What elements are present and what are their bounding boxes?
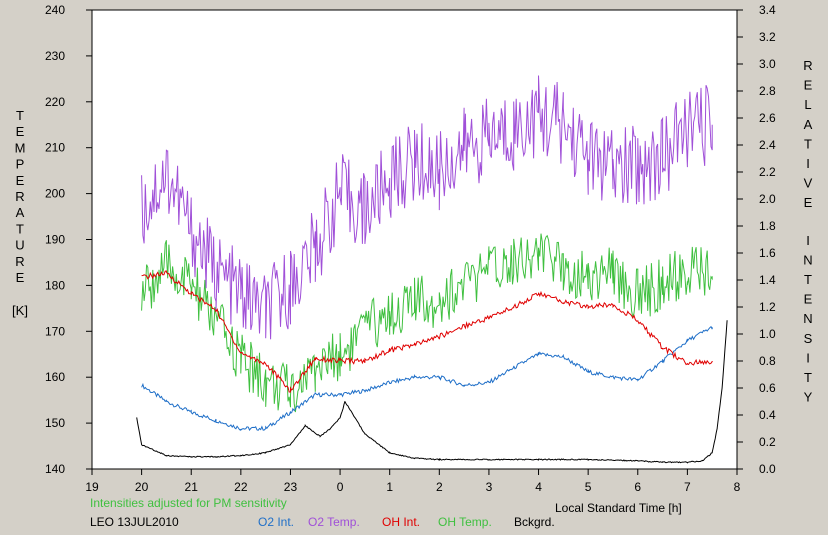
station-label: LEO 13JUL2010 — [90, 515, 179, 529]
x-tick-label: 5 — [585, 480, 592, 494]
axis-title-letter: E — [16, 124, 25, 139]
x-tick-label: 22 — [234, 480, 248, 494]
x-tick-label: 8 — [734, 480, 741, 494]
axis-title-letter: T — [804, 272, 812, 287]
axis-title-letter: R — [803, 58, 812, 73]
axis-title-letter: E — [804, 195, 813, 210]
y-right-tick-label: 1.6 — [759, 246, 776, 260]
axis-title-letter: T — [804, 370, 812, 385]
axis-title-letter: E — [804, 292, 813, 307]
axis-title-letter: Y — [804, 390, 813, 405]
axis-title-letter: N — [803, 311, 812, 326]
series-o2-temp — [141, 75, 713, 340]
axis-title-letter: E — [16, 270, 25, 285]
y-right-tick-label: 0.0 — [759, 462, 776, 476]
x-tick-label: 1 — [386, 480, 393, 494]
chart-note: Intensities adjusted for PM sensitivity — [90, 496, 287, 510]
y-left-tick-label: 210 — [45, 141, 65, 155]
x-tick-label: 20 — [135, 480, 149, 494]
y-left-tick-label: 190 — [45, 233, 65, 247]
y-left-tick-label: 170 — [45, 324, 65, 338]
axis-title-letter: S — [804, 331, 813, 346]
axis-title-letter: T — [804, 136, 812, 151]
axis-title-letter: L — [804, 97, 811, 112]
y-right-tick-label: 0.4 — [759, 408, 776, 422]
axis-title-letter: R — [15, 189, 24, 204]
x-tick-label: 3 — [486, 480, 493, 494]
axis-title-letter: T — [16, 108, 24, 123]
y-right-tick-label: 1.8 — [759, 219, 776, 233]
legend-o2-temp: O2 Temp. — [308, 515, 360, 529]
axis-title-letter: I — [806, 233, 810, 248]
series-oh-int — [141, 270, 713, 393]
y-left-tick-label: 200 — [45, 187, 65, 201]
axis-ticks: 19 20 21 22 23 0 1 2 3 4 5 6 7 8140150160170180190200… — [45, 3, 776, 494]
axis-title-letter: T — [16, 221, 24, 236]
axis-title-letter: P — [16, 157, 25, 172]
legend-bckgrd: Bckgrd. — [514, 515, 555, 529]
axis-title-letter: E — [804, 78, 813, 93]
y-right-tick-label: 1.4 — [759, 273, 776, 287]
y-right-tick-label: 3.2 — [759, 30, 776, 44]
x-tick-label: 4 — [535, 480, 542, 494]
axis-title-letter: I — [806, 350, 810, 365]
axis-title-letter: A — [16, 205, 25, 220]
axis-title-letter: I — [806, 156, 810, 171]
legend-oh-int: OH Int. — [382, 515, 421, 529]
axis-title-letter: U — [15, 238, 24, 253]
y-right-tick-label: 2.8 — [759, 84, 776, 98]
x-tick-label: 19 — [85, 480, 99, 494]
y-right-tick-label: 0.8 — [759, 354, 776, 368]
x-tick-label: 23 — [284, 480, 298, 494]
x-tick-label: 21 — [185, 480, 199, 494]
y-left-tick-label: 140 — [45, 462, 65, 476]
axis-title-letter: A — [804, 117, 813, 132]
y-right-tick-label: 1.2 — [759, 300, 776, 314]
y-right-tick-label: 1.0 — [759, 327, 776, 341]
y-right-tick-label: 2.6 — [759, 111, 776, 125]
y-axis-left-unit: [K] — [12, 303, 28, 318]
y-left-tick-label: 180 — [45, 278, 65, 292]
y-left-tick-label: 150 — [45, 416, 65, 430]
y-left-tick-label: 240 — [45, 3, 65, 17]
axis-title-letter: V — [804, 176, 813, 191]
x-tick-label: 0 — [337, 480, 344, 494]
series-layer — [136, 75, 728, 464]
series-bckgrd — [136, 320, 728, 464]
legend-oh-temp: OH Temp. — [438, 515, 492, 529]
y-left-tick-label: 220 — [45, 95, 65, 109]
y-right-tick-label: 2.0 — [759, 192, 776, 206]
x-axis-title: Local Standard Time [h] — [555, 501, 682, 515]
y-right-tick-label: 3.4 — [759, 3, 776, 17]
y-left-tick-label: 230 — [45, 49, 65, 63]
y-right-tick-label: 3.0 — [759, 57, 776, 71]
y-right-tick-label: 0.6 — [759, 381, 776, 395]
series-o2-int — [141, 325, 713, 432]
x-tick-label: 7 — [684, 480, 691, 494]
y-right-tick-label: 2.2 — [759, 165, 776, 179]
legend-o2-int: O2 Int. — [258, 515, 295, 529]
x-tick-label: 2 — [436, 480, 443, 494]
axis-title-letter: M — [15, 140, 26, 155]
x-tick-label: 6 — [634, 480, 641, 494]
y-left-tick-label: 160 — [45, 370, 65, 384]
axis-title-letter: N — [803, 252, 812, 267]
y-right-tick-label: 0.2 — [759, 435, 776, 449]
axis-title-letter: E — [16, 173, 25, 188]
axis-title-letter: R — [15, 254, 24, 269]
series-oh-temp — [141, 233, 713, 413]
y-right-tick-label: 2.4 — [759, 138, 776, 152]
plot-area — [91, 9, 738, 470]
